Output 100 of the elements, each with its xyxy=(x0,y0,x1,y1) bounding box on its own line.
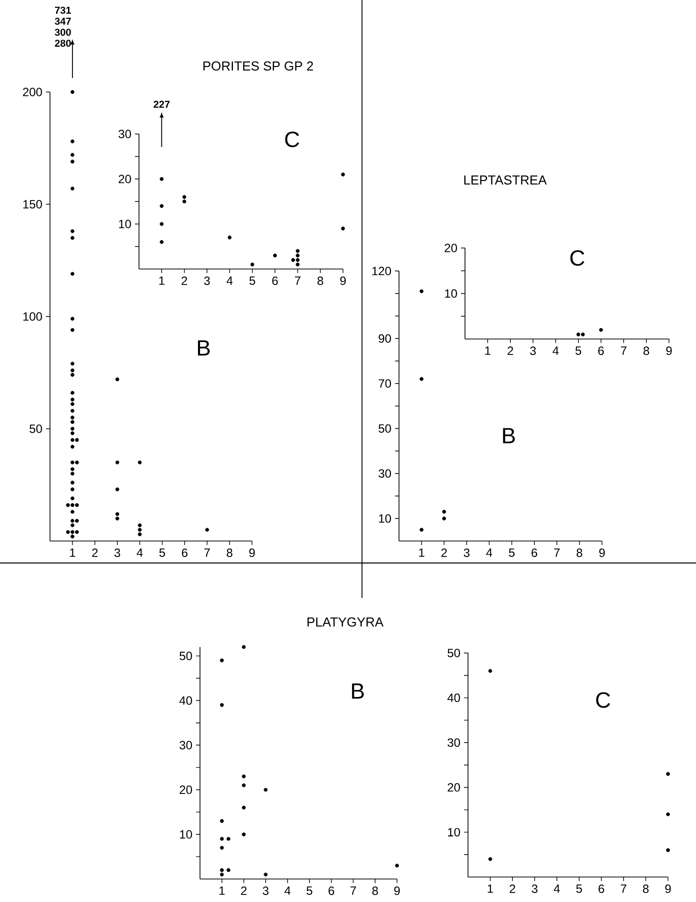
point xyxy=(66,530,70,534)
point xyxy=(75,518,79,523)
point xyxy=(296,254,300,258)
chart-title: PORITES SP GP 2 xyxy=(203,61,313,71)
y-tick-label: 20 xyxy=(180,786,192,794)
text: 300 xyxy=(54,28,71,36)
x-tick-label: 6 xyxy=(598,346,604,356)
x-tick-label: 3 xyxy=(114,548,120,558)
x-tick-label: 7 xyxy=(620,346,626,355)
point xyxy=(70,328,74,332)
point xyxy=(75,460,79,464)
x-tick-label: 7 xyxy=(350,886,356,895)
point xyxy=(70,416,74,420)
x-tick-label: 5 xyxy=(575,346,582,355)
point xyxy=(75,503,79,507)
point xyxy=(250,262,254,266)
point xyxy=(242,806,246,810)
annotation: C xyxy=(596,692,610,708)
x-tick-label: 1 xyxy=(70,548,76,557)
y-tick-label: 30 xyxy=(118,130,132,138)
point xyxy=(666,772,670,776)
point xyxy=(70,510,74,514)
point xyxy=(296,249,300,253)
point xyxy=(70,408,74,413)
x-tick-label: 4 xyxy=(554,884,560,893)
point xyxy=(70,402,74,406)
y-tick-label: 10 xyxy=(445,289,458,298)
x-tick-label: 8 xyxy=(644,346,650,356)
x-tick-label: 2 xyxy=(182,276,188,285)
point xyxy=(220,836,224,841)
point xyxy=(666,848,670,852)
point xyxy=(70,390,74,395)
y-tick-label: 30 xyxy=(180,740,192,750)
y-tick-label: 30 xyxy=(448,738,460,747)
x-tick-label: 4 xyxy=(552,346,559,355)
point xyxy=(160,177,164,181)
x-tick-label: 7 xyxy=(294,276,300,285)
point xyxy=(70,186,74,190)
x-tick-label: 1 xyxy=(488,884,493,893)
point xyxy=(75,530,79,534)
x-tick-label: 5 xyxy=(306,886,312,895)
x-tick-label: 8 xyxy=(226,548,232,558)
y-tick-label: 40 xyxy=(179,696,192,705)
annotation: B xyxy=(352,684,364,699)
x-tick-label: 3 xyxy=(530,346,536,356)
point xyxy=(70,272,74,276)
point xyxy=(138,532,142,536)
point xyxy=(70,236,74,240)
point xyxy=(70,316,74,321)
point xyxy=(205,528,210,532)
point xyxy=(70,460,74,464)
point xyxy=(70,229,74,234)
point xyxy=(420,289,424,294)
point xyxy=(138,523,142,528)
text: 731 xyxy=(54,6,71,14)
y-tick-label: 100 xyxy=(23,312,42,321)
x-tick-label: 9 xyxy=(665,884,671,894)
text: 280 xyxy=(54,40,71,47)
y-tick-label: 50 xyxy=(30,424,42,433)
x-tick-label: 4 xyxy=(284,886,291,895)
point xyxy=(70,518,74,523)
point xyxy=(242,783,246,788)
y-tick-label: 90 xyxy=(378,334,392,343)
point xyxy=(75,438,79,442)
y-tick-label: 50 xyxy=(378,424,392,433)
point xyxy=(291,258,296,262)
x-tick-label: 3 xyxy=(532,884,538,894)
point xyxy=(182,200,186,204)
x-tick-label: 7 xyxy=(620,884,626,893)
point xyxy=(220,868,224,872)
y-tick-label: 50 xyxy=(448,648,460,658)
y-tick-label: 50 xyxy=(180,652,192,660)
point xyxy=(296,258,300,262)
y-tick-label: 30 xyxy=(378,469,392,478)
point xyxy=(70,444,74,449)
point xyxy=(442,510,446,514)
y-tick-label: 10 xyxy=(119,220,132,228)
x-tick-label: 6 xyxy=(598,884,604,894)
point xyxy=(160,222,164,226)
point xyxy=(138,460,142,464)
point xyxy=(70,523,74,528)
point xyxy=(264,788,268,792)
point xyxy=(341,172,345,176)
x-tick-label: 3 xyxy=(464,548,470,558)
point xyxy=(488,669,492,673)
point xyxy=(70,431,74,436)
x-tick-label: 2 xyxy=(92,548,98,557)
x-tick-label: 1 xyxy=(419,548,424,557)
x-tick-label: 1 xyxy=(219,886,225,895)
point xyxy=(70,398,74,402)
x-tick-label: 2 xyxy=(508,346,514,355)
annotation: B xyxy=(503,428,515,444)
point xyxy=(226,836,230,841)
y-tick-label: 200 xyxy=(23,88,42,96)
y-tick-label: 150 xyxy=(23,200,42,208)
point xyxy=(242,645,246,649)
point xyxy=(70,362,74,366)
chart-title: LEPTASTREA xyxy=(464,175,547,185)
point xyxy=(228,236,232,240)
x-tick-label: 1 xyxy=(159,276,164,285)
